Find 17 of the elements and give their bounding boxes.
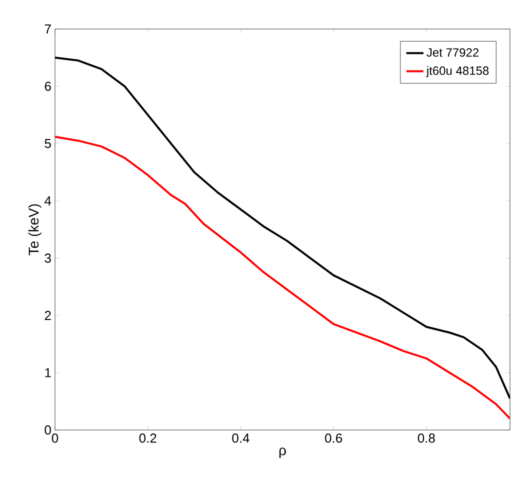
y-tick-label: 7 [44, 24, 51, 34]
y-axis-title: Te (keV) [28, 204, 42, 256]
legend-label: jt60u 48158 [426, 66, 489, 78]
y-tick-label: 5 [44, 139, 51, 148]
y-tick-label: 6 [44, 82, 51, 91]
x-axis-title: ρ [279, 448, 286, 458]
y-tick-label: 0 [44, 425, 51, 435]
x-tick-label: 0.6 [325, 434, 342, 443]
legend-label: Jet 77922 [426, 48, 479, 57]
y-tick-label: 4 [44, 196, 52, 206]
y-tick-label: 3 [44, 254, 51, 263]
x-tick-label: 0.8 [418, 434, 435, 443]
y-tick-label: 2 [44, 310, 51, 320]
x-tick-label: 0.2 [139, 434, 156, 443]
x-tick-label: 0 [52, 434, 58, 443]
y-tick-label: 1 [45, 368, 51, 378]
x-tick-label: 0.4 [232, 434, 250, 443]
